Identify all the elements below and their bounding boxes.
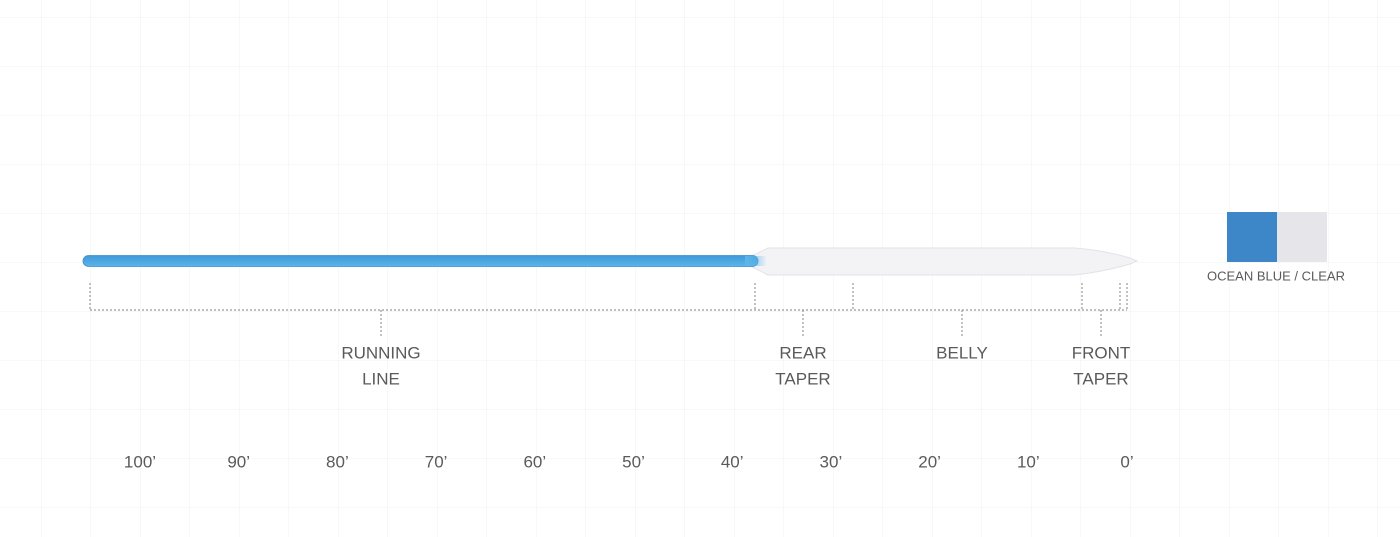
section-labels: RUNNING LINE REAR TAPER BELLY FRONT TAPER [341,343,1130,388]
scale-label: 40’ [721,452,744,471]
scale-label: 90’ [227,452,250,471]
swatch-clear [1277,212,1327,262]
running-line [82,255,759,267]
scale-label: 50’ [622,452,645,471]
section-label: BELLY [936,343,988,362]
section-label: TAPER [775,369,830,388]
scale-label: 20’ [918,452,941,471]
scale-label: 100’ [124,452,156,471]
color-transition [745,256,767,266]
scale-label: 60’ [523,452,546,471]
scale-label: 10’ [1017,452,1040,471]
section-label: REAR [779,343,826,362]
section-label: LINE [362,369,400,388]
scale-label: 70’ [425,452,448,471]
clear-head [751,247,1139,276]
scale-label: 0’ [1120,452,1133,471]
scale-label: 80’ [326,452,349,471]
swatch-blue [1227,212,1277,262]
section-brackets [89,283,1128,336]
scale-labels: 100’ 90’ 80’ 70’ 60’ 50’ 40’ 30’ 20’ 10’ 0’ [124,452,1134,471]
section-label: FRONT [1072,343,1131,362]
legend-label: OCEAN BLUE / CLEAR [1207,268,1345,283]
scale-label: 30’ [820,452,843,471]
section-label: RUNNING [341,343,420,362]
section-label: TAPER [1073,369,1128,388]
